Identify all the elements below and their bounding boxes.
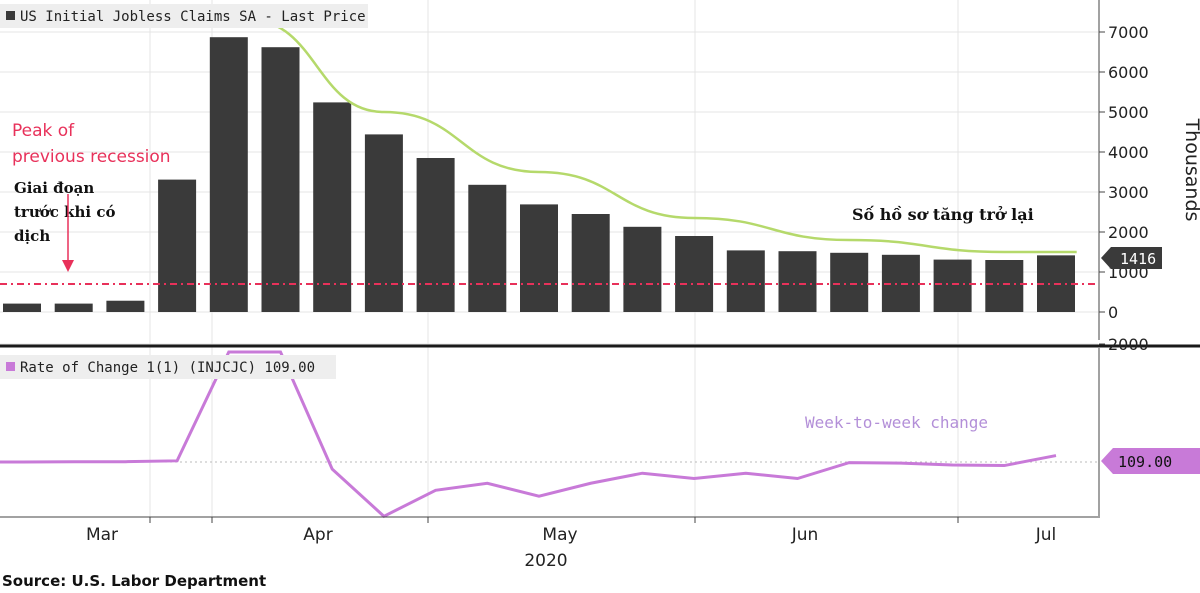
y-axis-label: Thousands [1181, 118, 1200, 222]
bar-series [3, 37, 1075, 313]
legend-roc: Rate of Change 1(1) (INJCJC) 109.00 [20, 360, 315, 376]
x-tick-label: Jul [1035, 525, 1057, 545]
bar [106, 300, 145, 312]
annotation-rise: Số hồ sơ tăng trở lại [852, 205, 1034, 224]
bar [933, 259, 972, 312]
bar [985, 260, 1024, 312]
bar [468, 184, 507, 312]
legend-box-bottom [0, 355, 336, 379]
bar [3, 303, 41, 312]
annotation-before-line3: dịch [14, 227, 50, 245]
y-ticks-bottom: 2000 [1099, 335, 1149, 354]
ref-label-line2: previous recession [12, 147, 171, 167]
bar [54, 303, 93, 312]
legend-swatch-bars [6, 11, 15, 20]
x-axis-year: 2020 [524, 551, 567, 571]
ref-label-line1: Peak of [12, 121, 75, 141]
x-tick-label: Apr [303, 525, 332, 545]
legend-swatch-roc [6, 362, 15, 371]
bar [313, 102, 352, 313]
rate-of-change-line [0, 350, 1057, 519]
bar [158, 179, 197, 312]
last-value-bottom: 109.00 [1118, 453, 1172, 471]
y-tick-label: 0 [1108, 303, 1118, 322]
trend-curve [249, 18, 1077, 254]
last-value-top: 1416 [1120, 250, 1156, 268]
legend-bars: US Initial Jobless Claims SA - Last Pric… [20, 9, 366, 25]
y-tick-label: 2000 [1108, 223, 1149, 242]
annotation-week-change: Week-to-week change [805, 413, 988, 432]
bar [520, 204, 558, 312]
y-tick-label: 7000 [1108, 23, 1149, 42]
x-tick-label: May [542, 525, 577, 545]
x-axis-labels: Mar Apr May Jun Jul [86, 517, 1056, 545]
last-value-tag-bottom: 109.00 [1101, 448, 1200, 474]
bar [675, 236, 714, 312]
annotation-before-line1: Giai đoạn [14, 179, 94, 197]
bar [261, 47, 300, 312]
x-tick-label: Mar [86, 525, 118, 545]
source-note: Source: U.S. Labor Department [2, 572, 266, 590]
bar [830, 252, 869, 312]
annotation-arrow [62, 194, 74, 272]
bar [416, 158, 455, 312]
y-tick-label: 6000 [1108, 63, 1149, 82]
bar [778, 251, 817, 312]
bar [364, 134, 403, 312]
y-tick-label: 3000 [1108, 183, 1149, 202]
bar [571, 214, 610, 312]
legend-box-top [0, 4, 368, 28]
y-tick-label: 4000 [1108, 143, 1149, 162]
y-tick-label: 5000 [1108, 103, 1149, 122]
bar [726, 250, 765, 312]
bar [209, 37, 248, 312]
annotation-before-line2: trước khi có [14, 203, 115, 221]
y-tick-label: 2000 [1108, 335, 1149, 354]
x-tick-label: Jun [791, 525, 819, 545]
bar [623, 226, 662, 312]
last-value-tag-top: 1416 [1101, 247, 1162, 269]
